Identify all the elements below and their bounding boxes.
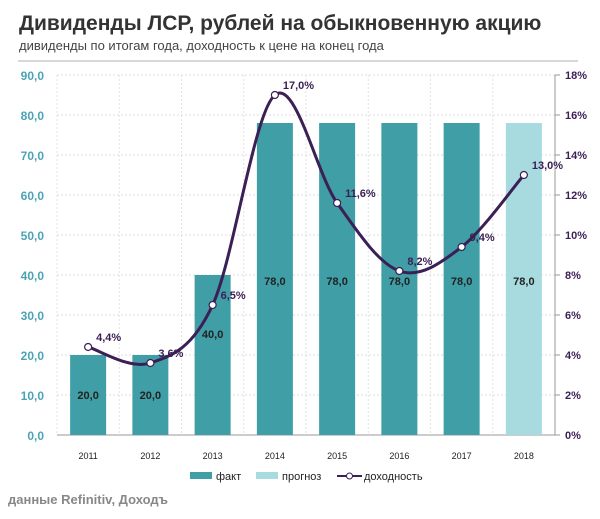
left-axis-tick: 10,0 [21,389,45,403]
right-axis-tick: 8% [565,270,581,282]
right-axis-tick: 2% [565,390,581,402]
yield-point [519,170,528,180]
left-axis-tick: 60,0 [21,189,45,203]
bar-value-label: 20,0 [140,390,161,402]
right-axis-tick: 10% [565,230,587,242]
yield-point [208,300,217,310]
right-axis-tick: 16% [565,110,587,122]
bar-value-label: 78,0 [451,276,472,288]
right-axis-tick: 4% [565,350,581,362]
chart-subtitle: дивиденды по итогам года, доходность к ц… [19,38,384,53]
bar-value-label: 20,0 [77,390,98,402]
fact-bar [256,123,293,435]
fact-bar [381,123,418,435]
bar-value-label: 78,0 [264,276,285,288]
legend-yield-label: доходность [364,471,423,483]
yield-value-label: 11,6% [345,188,376,200]
yield-value-label: 8,2% [407,256,432,268]
x-axis-tick: 2011 [78,451,97,461]
yield-point [457,242,466,252]
left-axis-tick: 20,0 [21,349,45,363]
x-axis-tick: 2017 [452,451,472,461]
yield-line [87,91,526,366]
left-axis-tick: 30,0 [21,309,45,323]
right-axis-tick: 14% [565,150,587,162]
x-axis-tick: 2013 [203,451,223,461]
bar-value-label: 78,0 [389,276,410,288]
x-axis-tick: 2016 [389,451,409,461]
divider [18,60,578,62]
right-axis-tick: 6% [565,310,581,322]
yield-point [270,90,279,100]
fact-bar [70,355,107,435]
legend-forecast-swatch [256,472,278,479]
right-axis-tick: 0% [565,430,581,442]
left-axis-tick: 70,0 [21,149,45,163]
fact-bar [319,123,356,435]
source-note: данные Refinitiv, Доходъ [8,492,168,507]
yield-point [84,342,93,352]
x-axis-tick: 2015 [327,451,347,461]
left-axis-tick: 90,0 [21,69,45,83]
legend-forecast-label: прогноз [282,471,321,483]
x-axis-tick: 2014 [265,451,285,461]
yield-point [333,198,342,208]
x-axis-tick: 2018 [514,451,534,461]
fact-bar [132,355,169,435]
left-axis-tick: 80,0 [21,109,45,123]
legend-yield-marker [346,472,353,480]
bar-value-label: 40,0 [202,329,223,341]
x-axis-tick: 2012 [140,451,160,461]
yield-value-label: 17,0% [283,80,314,92]
right-axis-tick: 12% [565,190,587,202]
yield-value-label: 3,6% [158,348,183,360]
yield-value-label: 9,4% [470,232,495,244]
yield-value-label: 6,5% [221,290,246,302]
yield-point [146,358,155,368]
left-axis-tick: 0,0 [27,429,44,443]
yield-value-label: 4,4% [96,332,121,344]
bar-value-label: 78,0 [326,276,347,288]
left-axis-tick: 40,0 [21,269,45,283]
fact-bar [443,123,480,435]
left-axis-tick: 50,0 [21,229,45,243]
yield-point [395,266,404,276]
legend-fact-label: факт [216,471,241,483]
right-axis-tick: 18% [565,70,587,82]
bar-value-label: 78,0 [513,276,534,288]
yield-value-label: 13,0% [532,160,563,172]
chart-title: Дивиденды ЛСР, рублей на обыкновенную ак… [19,12,542,35]
legend-fact-swatch [190,472,212,479]
